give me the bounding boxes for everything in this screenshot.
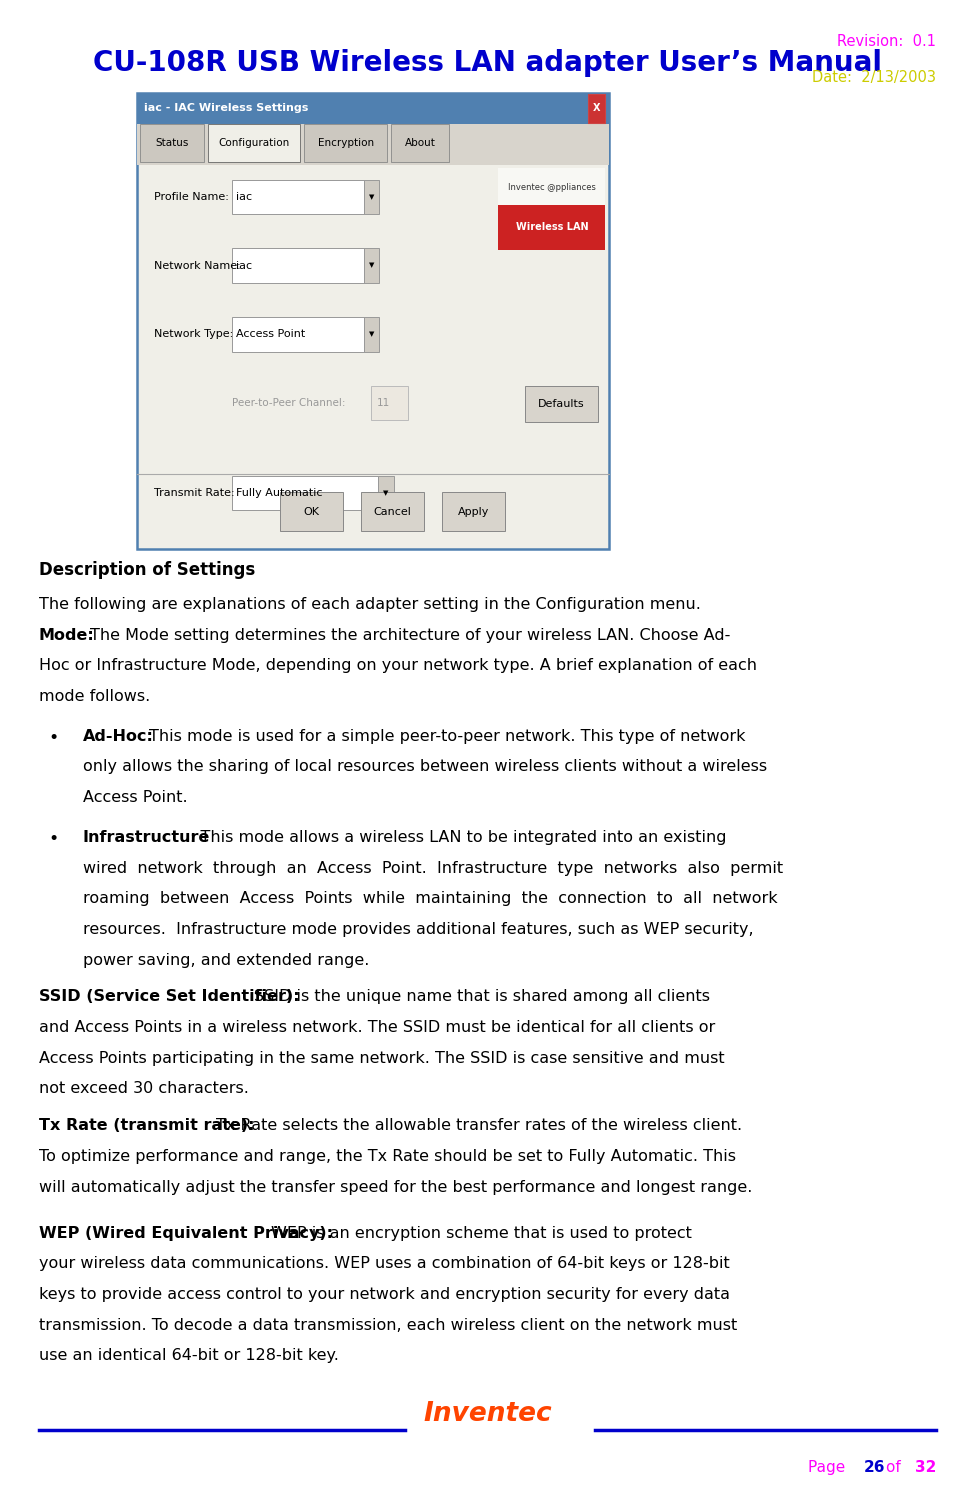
Text: Mode:: Mode: — [39, 628, 95, 643]
Text: only allows the sharing of local resources between wireless clients without a wi: only allows the sharing of local resourc… — [83, 760, 767, 775]
Text: will automatically adjust the transfer speed for the best performance and longes: will automatically adjust the transfer s… — [39, 1180, 753, 1195]
FancyBboxPatch shape — [588, 94, 605, 123]
Text: ▼: ▼ — [369, 193, 374, 200]
FancyBboxPatch shape — [232, 180, 364, 214]
FancyBboxPatch shape — [136, 124, 609, 165]
FancyBboxPatch shape — [208, 124, 300, 162]
Text: 11: 11 — [376, 398, 390, 408]
Text: your wireless data communications. WEP uses a combination of 64-bit keys or 128-: your wireless data communications. WEP u… — [39, 1257, 729, 1272]
FancyBboxPatch shape — [442, 492, 505, 531]
FancyBboxPatch shape — [136, 93, 609, 549]
FancyBboxPatch shape — [498, 168, 605, 208]
FancyBboxPatch shape — [364, 317, 379, 352]
Text: Hoc or Infrastructure Mode, depending on your network type. A brief explanation : Hoc or Infrastructure Mode, depending on… — [39, 658, 757, 673]
Text: wired  network  through  an  Access  Point.  Infrastructure  type  networks  als: wired network through an Access Point. I… — [83, 860, 783, 875]
Text: 26: 26 — [864, 1460, 885, 1475]
Text: ▼: ▼ — [369, 262, 374, 269]
Text: iac: iac — [236, 260, 253, 271]
Text: WEP (Wired Equivalent Privacy):: WEP (Wired Equivalent Privacy): — [39, 1225, 333, 1240]
FancyBboxPatch shape — [364, 180, 379, 214]
Text: Ad-Hoc:: Ad-Hoc: — [83, 729, 154, 744]
Text: To optimize performance and range, the Tx Rate should be set to Fully Automatic.: To optimize performance and range, the T… — [39, 1149, 736, 1164]
Text: Configuration: Configuration — [218, 138, 290, 148]
FancyBboxPatch shape — [498, 205, 605, 250]
FancyBboxPatch shape — [361, 492, 424, 531]
Text: Peer-to-Peer Channel:: Peer-to-Peer Channel: — [232, 398, 345, 408]
Text: iac: iac — [236, 191, 253, 202]
Text: X: X — [593, 103, 601, 114]
Text: not exceed 30 characters.: not exceed 30 characters. — [39, 1082, 249, 1097]
Text: Access Point: Access Point — [236, 329, 305, 340]
Text: mode follows.: mode follows. — [39, 688, 150, 705]
Text: roaming  between  Access  Points  while  maintaining  the  connection  to  all  : roaming between Access Points while main… — [83, 892, 777, 907]
Text: Tx Rate (transmit rate):: Tx Rate (transmit rate): — [39, 1119, 254, 1134]
Text: iac - IAC Wireless Settings: iac - IAC Wireless Settings — [144, 103, 309, 114]
Text: •: • — [49, 729, 59, 747]
Text: : This mode allows a wireless LAN to be integrated into an existing: : This mode allows a wireless LAN to be … — [190, 830, 726, 845]
FancyBboxPatch shape — [525, 386, 598, 422]
Text: transmission. To decode a data transmission, each wireless client on the network: transmission. To decode a data transmiss… — [39, 1318, 737, 1333]
FancyBboxPatch shape — [364, 248, 379, 283]
Text: of: of — [886, 1460, 906, 1475]
Text: WEP is an encryption scheme that is used to protect: WEP is an encryption scheme that is used… — [271, 1225, 692, 1240]
Text: The following are explanations of each adapter setting in the Configuration menu: The following are explanations of each a… — [39, 597, 701, 612]
FancyBboxPatch shape — [378, 476, 394, 510]
Text: CU-108R USB Wireless LAN adapter User’s Manual: CU-108R USB Wireless LAN adapter User’s … — [93, 49, 882, 78]
Text: 32: 32 — [915, 1460, 936, 1475]
Text: Wireless LAN: Wireless LAN — [516, 223, 588, 232]
Text: ▼: ▼ — [369, 331, 374, 338]
FancyBboxPatch shape — [280, 492, 343, 531]
Text: Access Point.: Access Point. — [83, 790, 187, 805]
Text: SSID (Service Set Identifier):: SSID (Service Set Identifier): — [39, 989, 299, 1004]
FancyBboxPatch shape — [370, 386, 408, 420]
Text: SSID is the unique name that is shared among all clients: SSID is the unique name that is shared a… — [254, 989, 710, 1004]
Text: Infrastructure: Infrastructure — [83, 830, 211, 845]
Text: The Mode setting determines the architecture of your wireless LAN. Choose Ad-: The Mode setting determines the architec… — [90, 628, 730, 643]
Text: ▼: ▼ — [383, 489, 389, 497]
Text: Fully Automatic: Fully Automatic — [236, 488, 323, 498]
Text: Access Points participating in the same network. The SSID is case sensitive and : Access Points participating in the same … — [39, 1050, 724, 1065]
Text: Encryption: Encryption — [318, 138, 373, 148]
FancyBboxPatch shape — [232, 317, 364, 352]
Text: •: • — [49, 830, 59, 848]
FancyBboxPatch shape — [232, 248, 364, 283]
Text: Inventec @ppliances: Inventec @ppliances — [508, 183, 596, 193]
Text: Network Name:: Network Name: — [154, 260, 241, 271]
Text: Status: Status — [155, 138, 189, 148]
Text: Network Type:: Network Type: — [154, 329, 233, 340]
FancyBboxPatch shape — [140, 124, 204, 162]
FancyBboxPatch shape — [232, 476, 378, 510]
Text: use an identical 64-bit or 128-bit key.: use an identical 64-bit or 128-bit key. — [39, 1348, 339, 1363]
Text: resources.  Infrastructure mode provides additional features, such as WEP securi: resources. Infrastructure mode provides … — [83, 922, 754, 936]
Text: About: About — [405, 138, 436, 148]
FancyBboxPatch shape — [391, 124, 449, 162]
Text: Cancel: Cancel — [373, 507, 411, 516]
FancyBboxPatch shape — [304, 124, 387, 162]
Text: OK: OK — [303, 507, 320, 516]
Text: Defaults: Defaults — [538, 399, 584, 408]
Text: Inventec: Inventec — [423, 1402, 552, 1427]
Text: Profile Name:: Profile Name: — [154, 191, 229, 202]
Text: This mode is used for a simple peer-to-peer network. This type of network: This mode is used for a simple peer-to-p… — [149, 729, 746, 744]
Text: Description of Settings: Description of Settings — [39, 561, 255, 579]
FancyBboxPatch shape — [136, 93, 609, 124]
Text: Tx Rate selects the allowable transfer rates of the wireless client.: Tx Rate selects the allowable transfer r… — [216, 1119, 743, 1134]
Text: Revision:  0.1: Revision: 0.1 — [837, 34, 936, 49]
Text: power saving, and extended range.: power saving, and extended range. — [83, 953, 370, 968]
Text: Apply: Apply — [457, 507, 489, 516]
Text: keys to provide access control to your network and encryption security for every: keys to provide access control to your n… — [39, 1287, 730, 1302]
Text: Date:  2/13/2003: Date: 2/13/2003 — [812, 70, 936, 85]
Text: Transmit Rate:: Transmit Rate: — [154, 488, 235, 498]
Text: and Access Points in a wireless network. The SSID must be identical for all clie: and Access Points in a wireless network.… — [39, 1020, 716, 1035]
Text: Page: Page — [808, 1460, 855, 1475]
